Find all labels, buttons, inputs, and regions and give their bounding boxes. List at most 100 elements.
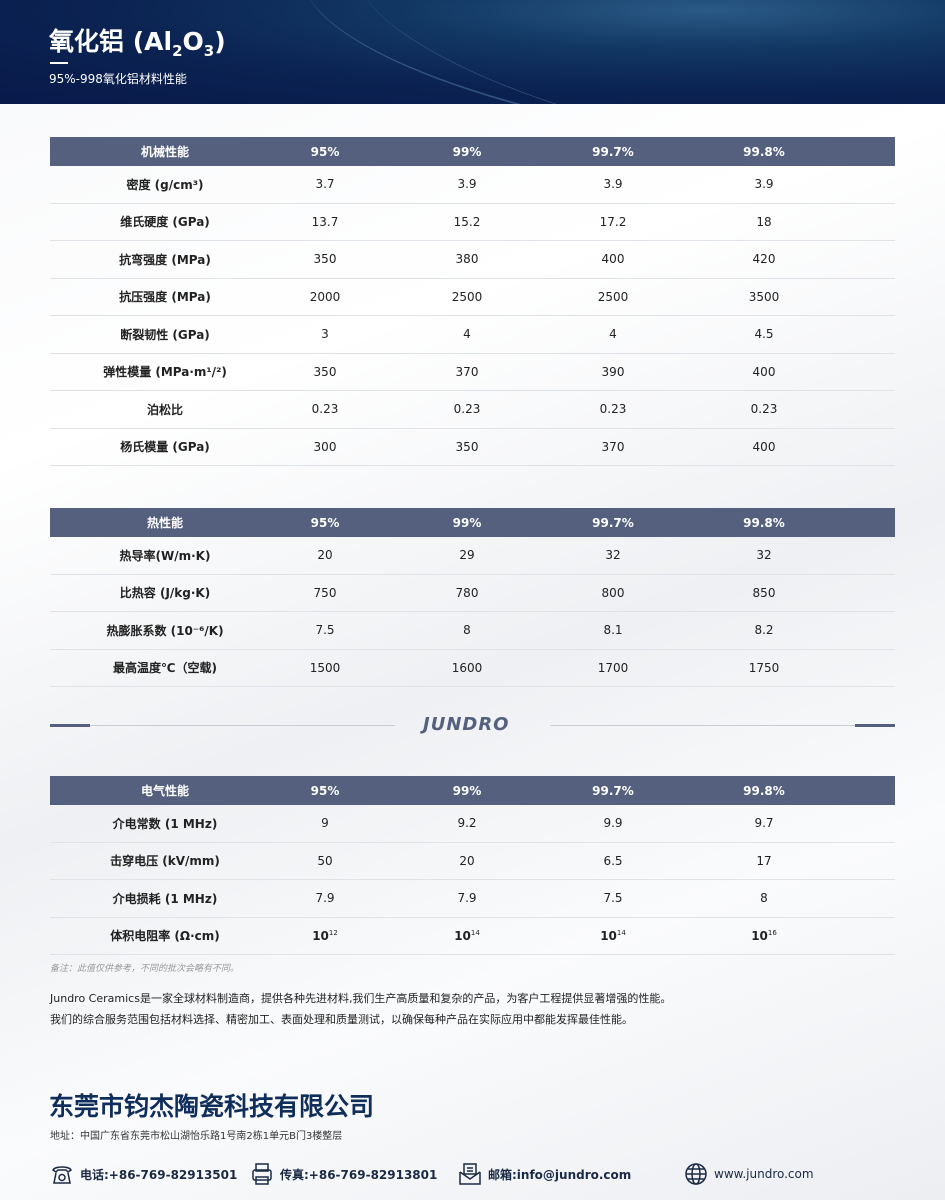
property-label: 密度 (g/cm³)	[126, 177, 204, 192]
value-cell: 7.5	[315, 623, 335, 638]
value-cell: 0.23	[453, 402, 481, 417]
telephone-icon	[50, 1162, 74, 1186]
value-cell: 18	[756, 214, 772, 229]
value-cell: 8.2	[754, 623, 774, 638]
value-cell: 400	[601, 252, 625, 267]
value-cell: 380	[455, 252, 479, 267]
property-label: 抗弯强度 (MPa)	[119, 252, 211, 267]
website-link[interactable]: www.jundro.com	[714, 1167, 814, 1181]
column-header: 99.8%	[743, 783, 785, 798]
table-header-row: 机械性能 95% 99% 99.7% 99.8%	[50, 137, 895, 166]
value-cell: 6.5	[603, 853, 623, 868]
property-label: 热膨胀系数 (10⁻⁶/K)	[106, 623, 224, 638]
value-cell: 1750	[748, 660, 780, 675]
value-cell: 8	[760, 891, 768, 906]
column-header: 99%	[452, 783, 482, 798]
table-row: 体积电阻率 (Ω·cm) 1012 1014 1014 1016	[50, 918, 895, 955]
table-row: 击穿电压 (kV/mm) 50 20 6.5 17	[50, 843, 895, 880]
table-row: 介电损耗 (1 MHz) 7.9 7.9 7.5 8	[50, 880, 895, 918]
value-cell: 4.5	[754, 327, 774, 342]
value-cell: 15.2	[453, 214, 481, 229]
value-cell: 390	[601, 364, 625, 379]
value-cell: 9.7	[754, 816, 774, 831]
table-row: 比热容 (J/kg·K) 750 780 800 850	[50, 575, 895, 612]
property-label: 维氏硬度 (GPa)	[120, 215, 210, 230]
value-cell: 3.9	[754, 177, 774, 192]
divider	[550, 725, 895, 726]
value-cell: 32	[756, 548, 772, 563]
property-label: 抗压强度 (MPa)	[119, 290, 211, 305]
value-cell: 1500	[309, 660, 341, 675]
value-cell: 300	[313, 439, 337, 454]
column-header: 99.7%	[592, 144, 634, 159]
value-cell: 20	[317, 548, 333, 563]
property-label: 热导率(W/m·K)	[119, 548, 211, 563]
value-exponent: 16	[767, 928, 777, 937]
value-base: 10	[600, 928, 617, 943]
property-label: 介电损耗 (1 MHz)	[112, 891, 218, 906]
table-row: 最高温度℃（空载) 1500 1600 1700 1750	[50, 650, 895, 687]
column-header: 95%	[310, 515, 340, 530]
value-cell: 7.9	[315, 891, 335, 906]
value-base: 10	[312, 928, 329, 943]
property-label: 介电常数 (1 MHz)	[112, 816, 218, 831]
title-text: O	[182, 27, 204, 56]
property-label: 弹性模量 (MPa·m¹/²)	[103, 365, 227, 380]
email-contact[interactable]: 邮箱:info@jundro.com	[458, 1162, 631, 1186]
value-base: 10	[454, 928, 471, 943]
footnote: 备注：此值仅供参考，不同的批次会略有不同。	[50, 964, 240, 974]
value-cell: 420	[752, 252, 776, 267]
value-cell: 3	[321, 327, 329, 342]
value-cell: 8.1	[603, 623, 623, 638]
value-cell: 0.23	[750, 402, 778, 417]
electrical-properties-table: 电气性能 95% 99% 99.7% 99.8% 介电常数 (1 MHz) 9 9.2 9.9 9…	[50, 776, 895, 955]
value-cell: 350	[313, 364, 337, 379]
property-label: 比热容 (J/kg·K)	[119, 586, 211, 601]
value-cell: 1012	[280, 929, 370, 943]
mechanical-properties-table: 机械性能 95% 99% 99.7% 99.8% 密度 (g/cm³) 3.7 3.9 3.9 3…	[50, 137, 895, 466]
value-cell: 9	[321, 816, 329, 831]
divider-accent	[50, 724, 90, 727]
value-cell: 2500	[451, 289, 483, 304]
section-header: 热性能	[146, 516, 183, 530]
phone-text: 电话:+86-769-82913501	[80, 1167, 238, 1182]
property-label: 击穿电压 (kV/mm)	[110, 854, 220, 869]
value-cell: 20	[459, 853, 475, 868]
table-row: 弹性模量 (MPa·m¹/²) 350 370 390 400	[50, 354, 895, 391]
value-cell: 9.9	[603, 816, 623, 831]
table-row: 抗弯强度 (MPa) 350 380 400 420	[50, 241, 895, 279]
value-cell: 0.23	[311, 402, 339, 417]
value-cell: 400	[752, 439, 776, 454]
value-exponent: 14	[616, 928, 626, 937]
title-text: )	[214, 27, 226, 56]
value-cell: 4	[463, 327, 471, 342]
value-cell: 1014	[564, 929, 662, 943]
table-header-row: 热性能 95% 99% 99.7% 99.8%	[50, 508, 895, 537]
title-subscript: 3	[203, 42, 215, 60]
value-cell: 370	[601, 439, 625, 454]
property-label: 最高温度℃（空载)	[112, 661, 218, 676]
table-row: 热膨胀系数 (10⁻⁶/K) 7.5 8 8.1 8.2	[50, 612, 895, 650]
jundro-logo: JUNDRO	[423, 714, 510, 735]
website-contact[interactable]: www.jundro.com	[684, 1162, 814, 1186]
value-cell: 750	[313, 585, 337, 600]
column-header: 99.8%	[743, 144, 785, 159]
value-cell: 3.7	[315, 177, 335, 192]
column-header: 95%	[310, 783, 340, 798]
table-row: 密度 (g/cm³) 3.7 3.9 3.9 3.9	[50, 166, 895, 204]
value-cell: 7.9	[457, 891, 477, 906]
value-cell: 17	[756, 853, 772, 868]
company-description: 我们的综合服务范围包括材料选择、精密加工、表面处理和质量测试，以确保每种产品在实…	[50, 1013, 633, 1026]
title-text: 氧化铝 (Al	[49, 27, 173, 56]
value-cell: 7.5	[603, 891, 623, 906]
value-cell: 0.23	[599, 402, 627, 417]
header-banner: 氧化铝 (Al2O3) 95%-998氧化铝材料性能	[0, 0, 945, 104]
value-cell: 17.2	[599, 214, 627, 229]
value-cell: 780	[455, 585, 479, 600]
email-text[interactable]: 邮箱:info@jundro.com	[488, 1167, 632, 1182]
title-subscript: 2	[172, 42, 183, 60]
value-cell: 9.2	[457, 816, 477, 831]
property-label: 体积电阻率 (Ω·cm)	[110, 929, 220, 944]
value-cell: 3.9	[603, 177, 623, 192]
value-exponent: 12	[328, 928, 338, 937]
